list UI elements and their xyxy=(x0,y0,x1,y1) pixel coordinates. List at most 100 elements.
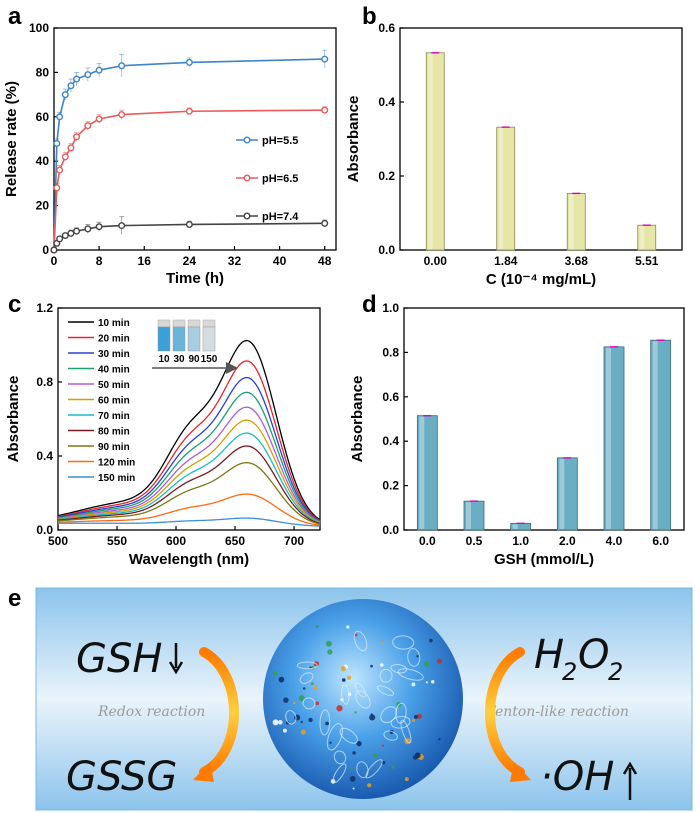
vial-icon xyxy=(172,326,186,352)
chart-b-bar-highlight xyxy=(428,53,433,249)
chart-b-xtick-label: 0.00 xyxy=(424,254,448,268)
chart-a-data-point xyxy=(118,62,126,70)
chart-a-data-point xyxy=(321,219,329,227)
sphere-sheet xyxy=(376,685,395,696)
chart-absorbance-spectra: 500 550 600 650 700 0.0 0.4 0.8 1.2 Wavelength (n… xyxy=(5,301,321,568)
chart-d-xtick-label: 1.0 xyxy=(512,534,529,548)
chart-b-plot-frame xyxy=(399,27,683,251)
sphere-particle xyxy=(370,713,373,716)
chart-c-legend-label: 80 min xyxy=(98,427,130,438)
chart-a-legend-marker xyxy=(243,174,251,182)
chart-a-ytick-label: 20 xyxy=(36,199,50,213)
sphere-particle xyxy=(412,755,418,760)
sphere-particle xyxy=(391,765,395,769)
sphere-particle xyxy=(298,695,305,702)
chart-a-data-point xyxy=(67,229,75,237)
chart-d-bar-highlight xyxy=(419,416,425,529)
sphere-particle xyxy=(416,655,419,658)
chart-a-data-point xyxy=(67,82,75,90)
svg-text:2: 2 xyxy=(608,658,623,686)
chart-c-series-line xyxy=(57,432,321,524)
chart-b-y-axis-title: Absorbance xyxy=(345,96,362,183)
chart-a-xtick-label: 8 xyxy=(96,254,103,268)
chart-a-xtick-label: 40 xyxy=(273,254,287,268)
sphere-particle xyxy=(302,687,306,690)
chart-a-y-axis-title: Release rate (%) xyxy=(3,81,20,197)
sphere-particle xyxy=(325,640,332,647)
chart-c-legend-label: 90 min xyxy=(98,442,130,453)
sphere-particle xyxy=(352,787,355,790)
sphere-sheet xyxy=(407,648,421,667)
sphere-particle xyxy=(354,711,357,714)
sphere-sheet xyxy=(353,630,368,652)
chart-c-legend-label: 150 min xyxy=(98,473,135,484)
scheme-panel: GSH GSSG Redox reaction H 2 O 2 ·OH Fent… xyxy=(35,587,693,811)
chart-c-series-line xyxy=(57,339,321,521)
chart-a-legend-label: pH=6.5 xyxy=(262,173,298,185)
sphere-particle xyxy=(373,752,379,758)
sphere-particle xyxy=(300,729,306,735)
sphere-particle xyxy=(283,697,289,703)
sphere-particle xyxy=(329,741,332,744)
chart-d-xtick-label: 0.5 xyxy=(466,534,483,548)
scheme-border xyxy=(35,587,693,811)
chart-c-series-line xyxy=(57,406,321,523)
panel-letter-a: a xyxy=(8,3,22,30)
sphere-particle xyxy=(430,680,435,684)
chart-a-data-point xyxy=(321,55,329,63)
vial-icon xyxy=(187,326,201,352)
sphere-particle xyxy=(327,649,333,655)
chart-a-data-point xyxy=(56,166,64,174)
chart-b-xtick-label: 1.84 xyxy=(494,254,518,268)
chart-d-ytick-label: 0.6 xyxy=(382,390,399,404)
sphere-sheet xyxy=(397,668,424,681)
sphere-sheet xyxy=(296,661,318,670)
sphere-particle xyxy=(346,675,352,680)
scheme-gssg-label: GSSG xyxy=(66,754,177,800)
vial-icon xyxy=(202,326,216,352)
chart-a-xtick-label: 24 xyxy=(183,254,197,268)
chart-b-x-axis-title: C (10⁻⁴ mg/mL) xyxy=(486,271,596,288)
sphere-particle xyxy=(341,678,346,682)
chart-d-bar-highlight xyxy=(606,347,611,529)
chart-a-legend-marker xyxy=(243,212,251,220)
sphere-particle xyxy=(380,641,384,645)
sphere-particle xyxy=(300,720,303,724)
sphere-particle xyxy=(367,783,372,788)
chart-d-xtick-label: 2.0 xyxy=(559,534,576,548)
chart-absorbance-gsh: 0.0 0.2 0.4 0.6 0.8 1.0 0.0 0.5 1.0 2.0 4.0 6.0 GSH … xyxy=(349,301,685,568)
chart-b-bar-highlight xyxy=(498,128,504,249)
chart-d-ytick-label: 0.2 xyxy=(382,479,399,493)
sphere-particle xyxy=(282,728,287,733)
chart-a-data-point xyxy=(73,227,81,235)
chart-b-bar-highlight xyxy=(569,194,574,249)
chart-a-data-point xyxy=(56,235,64,243)
chart-c-inset-label: 10 xyxy=(158,354,170,365)
sphere-sheet xyxy=(341,684,350,705)
chart-a-ytick-label: 100 xyxy=(29,21,49,35)
sphere-sheet xyxy=(392,635,415,650)
chart-a-data-point xyxy=(95,115,103,123)
sphere-particle xyxy=(413,714,418,719)
sphere-particle xyxy=(411,682,416,687)
sphere-particle xyxy=(315,624,319,628)
chart-a-series-1: pH=6.5 xyxy=(50,106,329,254)
sphere-particle xyxy=(272,671,278,676)
chart-c-legend-label: 40 min xyxy=(98,365,130,376)
chart-d-xtick-label: 0.0 xyxy=(419,534,436,548)
sphere-particle xyxy=(272,719,279,726)
sphere-particle xyxy=(356,740,362,747)
chart-c-series-line xyxy=(57,493,321,526)
chart-c-series-line xyxy=(57,360,321,522)
sphere-sheet xyxy=(356,761,369,779)
chart-a-ytick-label: 40 xyxy=(36,154,50,168)
chart-a-data-point xyxy=(95,223,103,231)
chart-a-legend-marker xyxy=(243,136,251,144)
chart-d-xtick-label: 6.0 xyxy=(652,534,669,548)
vial-cap-icon xyxy=(157,319,171,328)
chart-a-data-point xyxy=(53,139,61,147)
chart-c-series-line xyxy=(57,376,321,522)
sphere-sheet xyxy=(332,763,347,784)
chart-a-data-point xyxy=(56,113,64,121)
chart-a-data-point xyxy=(50,246,58,254)
